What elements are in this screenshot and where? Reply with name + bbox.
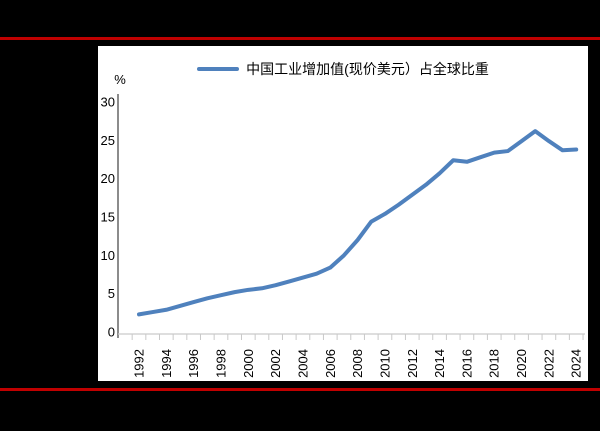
x-tick-label: 2024 [569, 349, 584, 378]
chart-panel: 中国工业增加值(现价美元）占全球比重 % 0 5 10 15 20 25 30 1992 199… [98, 46, 588, 381]
x-tick-label: 2012 [405, 349, 420, 378]
x-tick-label: 2002 [268, 349, 283, 378]
red-divider-bottom [0, 388, 600, 391]
legend-line-marker [197, 67, 240, 71]
x-tick-label: 2022 [541, 349, 556, 378]
chart-legend: 中国工业增加值(现价美元）占全球比重 [98, 59, 588, 79]
series-line [137, 129, 579, 317]
x-tick-label: 1992 [132, 349, 147, 378]
y-tick-label: 0 [108, 325, 115, 340]
x-tick-label: 2018 [487, 349, 502, 378]
x-tick-label: 1998 [213, 349, 228, 378]
y-tick-label: 5 [108, 286, 115, 301]
x-tick-label: 2014 [432, 349, 447, 378]
x-tick-label: 2006 [323, 349, 338, 378]
y-tick-label: 10 [101, 248, 115, 263]
y-tick-label: 25 [101, 133, 115, 148]
y-tick-label: 30 [101, 94, 115, 109]
chart-svg: 0 5 10 15 20 25 30 1992 1994 1996 1998 2000 2002 2004… [101, 94, 585, 378]
x-tick-label: 2000 [241, 349, 256, 378]
x-tick-label: 1994 [159, 349, 174, 378]
y-tick-label: 20 [101, 171, 115, 186]
legend-label: 中国工业增加值(现价美元）占全球比重 [246, 61, 489, 77]
x-tick-label: 2008 [350, 349, 365, 378]
y-axis-unit-label: % [114, 72, 126, 87]
red-divider-top [0, 37, 600, 40]
x-tick-label: 1996 [186, 349, 201, 378]
x-tick-label: 2020 [514, 349, 529, 378]
x-tick-label: 2010 [377, 349, 392, 378]
x-tick-label: 2016 [459, 349, 474, 378]
x-tick-label: 2004 [295, 349, 310, 378]
y-tick-label: 15 [101, 209, 115, 224]
